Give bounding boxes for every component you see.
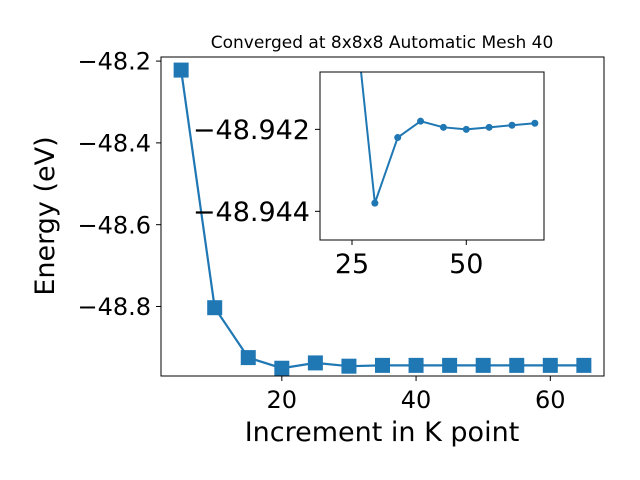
- inset-x-tick-label: 50: [449, 249, 483, 280]
- main-x-tick-label: 20: [267, 386, 298, 414]
- inset-data-point: [417, 117, 425, 125]
- main-axes-frame: [160, 56, 605, 377]
- main-y-tick-label: −48.8: [77, 293, 151, 321]
- main-y-tick-label: −48.2: [77, 48, 151, 76]
- main-y-tick-label: −48.6: [77, 211, 151, 239]
- inset-data-point: [531, 119, 539, 127]
- inset-series: [360, 72, 539, 207]
- main-data-point: [475, 357, 491, 373]
- inset-background: [320, 72, 544, 240]
- inset-y-ticks: −48.944 −48.942: [193, 115, 320, 228]
- main-series: [173, 62, 592, 376]
- inset-x-tick-label: 25: [335, 249, 369, 280]
- inset-y-tick-label: −48.942: [193, 115, 310, 146]
- inset-data-point: [508, 121, 516, 129]
- chart-title: Converged at 8x8x8 Automatic Mesh 40: [211, 33, 554, 53]
- inset-y-tick-label: −48.944: [193, 197, 310, 228]
- inset-data-point: [371, 199, 379, 207]
- inset-plot-area: 25 50 −48.944 −48.942: [193, 71, 545, 280]
- inset-data-point: [439, 123, 447, 131]
- main-x-tick-label: 40: [401, 386, 432, 414]
- main-data-point: [173, 62, 189, 78]
- main-y-tick-label: −48.4: [77, 130, 151, 158]
- main-data-point: [274, 360, 290, 376]
- y-axis-label: Energy (eV): [30, 136, 61, 295]
- inset-data-point: [462, 125, 470, 133]
- inset-axes-frame: [319, 71, 545, 241]
- main-data-point: [542, 357, 558, 373]
- main-plot-area: 20 40 60 −48.2 −48.4 −48.6 −48.8: [77, 48, 605, 414]
- main-data-point: [307, 355, 323, 371]
- main-data-point: [341, 358, 357, 374]
- main-data-point: [509, 357, 525, 373]
- main-data-point: [576, 357, 592, 373]
- inset-x-ticks: 25 50: [335, 240, 483, 280]
- main-data-point: [240, 350, 256, 366]
- main-x-tick-label: 60: [535, 386, 566, 414]
- main-y-ticks: −48.2 −48.4 −48.6 −48.8: [77, 48, 161, 321]
- x-axis-label: Increment in K point: [245, 417, 520, 448]
- main-data-point: [375, 357, 390, 373]
- main-x-ticks: 20 40 60: [267, 376, 566, 414]
- main-data-point: [207, 300, 223, 316]
- main-data-point: [408, 357, 424, 373]
- inset-data-point: [394, 134, 402, 142]
- main-data-point: [442, 357, 458, 373]
- inset-data-point: [485, 123, 493, 131]
